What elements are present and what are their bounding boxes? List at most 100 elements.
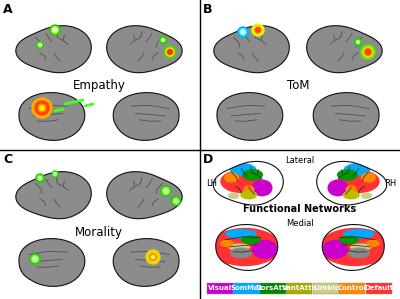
Ellipse shape: [322, 240, 348, 259]
Text: B: B: [203, 3, 212, 16]
PathPatch shape: [307, 26, 382, 73]
Circle shape: [174, 199, 178, 202]
Circle shape: [173, 198, 179, 204]
PathPatch shape: [107, 26, 182, 73]
Ellipse shape: [230, 248, 252, 258]
Circle shape: [38, 176, 42, 179]
Circle shape: [150, 254, 156, 260]
Ellipse shape: [220, 170, 262, 193]
Bar: [260, 283, 286, 294]
Circle shape: [162, 39, 164, 41]
Circle shape: [365, 49, 371, 55]
Ellipse shape: [344, 163, 370, 176]
Ellipse shape: [348, 248, 370, 258]
Circle shape: [164, 46, 176, 58]
Circle shape: [40, 106, 44, 109]
Circle shape: [150, 254, 156, 260]
Circle shape: [160, 36, 166, 43]
Ellipse shape: [361, 172, 376, 183]
Circle shape: [36, 174, 44, 182]
Text: Functional Networks: Functional Networks: [243, 204, 357, 214]
Text: Limbic: Limbic: [313, 286, 339, 292]
Circle shape: [53, 28, 57, 32]
Circle shape: [152, 256, 154, 258]
Circle shape: [33, 257, 37, 261]
Circle shape: [161, 38, 165, 42]
Circle shape: [361, 45, 375, 59]
Bar: [207, 283, 233, 294]
Ellipse shape: [337, 169, 358, 181]
Ellipse shape: [319, 228, 391, 266]
Circle shape: [252, 24, 264, 36]
Ellipse shape: [240, 190, 257, 199]
PathPatch shape: [313, 93, 379, 140]
Ellipse shape: [228, 193, 239, 199]
Circle shape: [238, 27, 248, 37]
Ellipse shape: [343, 190, 360, 199]
Circle shape: [54, 173, 56, 175]
Ellipse shape: [209, 228, 281, 266]
Circle shape: [151, 255, 155, 259]
Circle shape: [240, 28, 246, 36]
Ellipse shape: [220, 240, 234, 247]
Text: LH: LH: [206, 179, 218, 188]
Circle shape: [38, 104, 46, 112]
Ellipse shape: [252, 240, 278, 259]
Circle shape: [38, 176, 42, 181]
Text: Visual: Visual: [208, 286, 232, 292]
PathPatch shape: [214, 26, 289, 73]
Circle shape: [162, 187, 170, 195]
Ellipse shape: [224, 172, 239, 183]
Circle shape: [38, 43, 42, 47]
Ellipse shape: [228, 243, 250, 251]
Bar: [313, 283, 339, 294]
Circle shape: [356, 40, 360, 44]
Text: Empathy: Empathy: [72, 79, 126, 92]
Ellipse shape: [366, 240, 380, 247]
Ellipse shape: [230, 163, 256, 176]
Text: Control: Control: [338, 286, 367, 292]
Ellipse shape: [225, 229, 257, 239]
Ellipse shape: [338, 170, 380, 193]
PathPatch shape: [113, 93, 179, 140]
Text: C: C: [3, 153, 12, 166]
Circle shape: [164, 189, 168, 193]
Ellipse shape: [361, 193, 372, 199]
Bar: [234, 283, 260, 294]
Circle shape: [38, 104, 46, 112]
Circle shape: [241, 30, 245, 34]
Circle shape: [50, 25, 60, 35]
Circle shape: [168, 50, 172, 54]
Text: VentAttn: VentAttn: [282, 286, 317, 292]
Circle shape: [37, 42, 43, 48]
Bar: [339, 283, 365, 294]
Circle shape: [354, 39, 362, 45]
Text: Medial: Medial: [286, 219, 314, 228]
Circle shape: [166, 48, 174, 56]
PathPatch shape: [16, 26, 91, 73]
Circle shape: [35, 101, 49, 115]
Text: Morality: Morality: [75, 226, 123, 239]
Circle shape: [254, 26, 262, 34]
PathPatch shape: [16, 172, 91, 219]
Text: Lateral: Lateral: [285, 156, 315, 165]
Circle shape: [256, 28, 260, 33]
Ellipse shape: [243, 185, 254, 193]
Ellipse shape: [242, 169, 263, 181]
Text: DorsAttn: DorsAttn: [255, 286, 291, 292]
Ellipse shape: [346, 185, 357, 193]
Circle shape: [39, 44, 41, 46]
PathPatch shape: [217, 93, 283, 140]
Circle shape: [52, 27, 58, 33]
Circle shape: [146, 250, 160, 264]
Circle shape: [32, 256, 38, 263]
Circle shape: [52, 171, 58, 177]
Text: Default: Default: [364, 286, 394, 292]
Circle shape: [148, 252, 158, 262]
PathPatch shape: [113, 239, 179, 286]
Text: D: D: [203, 153, 213, 166]
PathPatch shape: [107, 172, 182, 219]
Ellipse shape: [241, 236, 261, 244]
Circle shape: [53, 172, 57, 176]
Bar: [286, 283, 312, 294]
